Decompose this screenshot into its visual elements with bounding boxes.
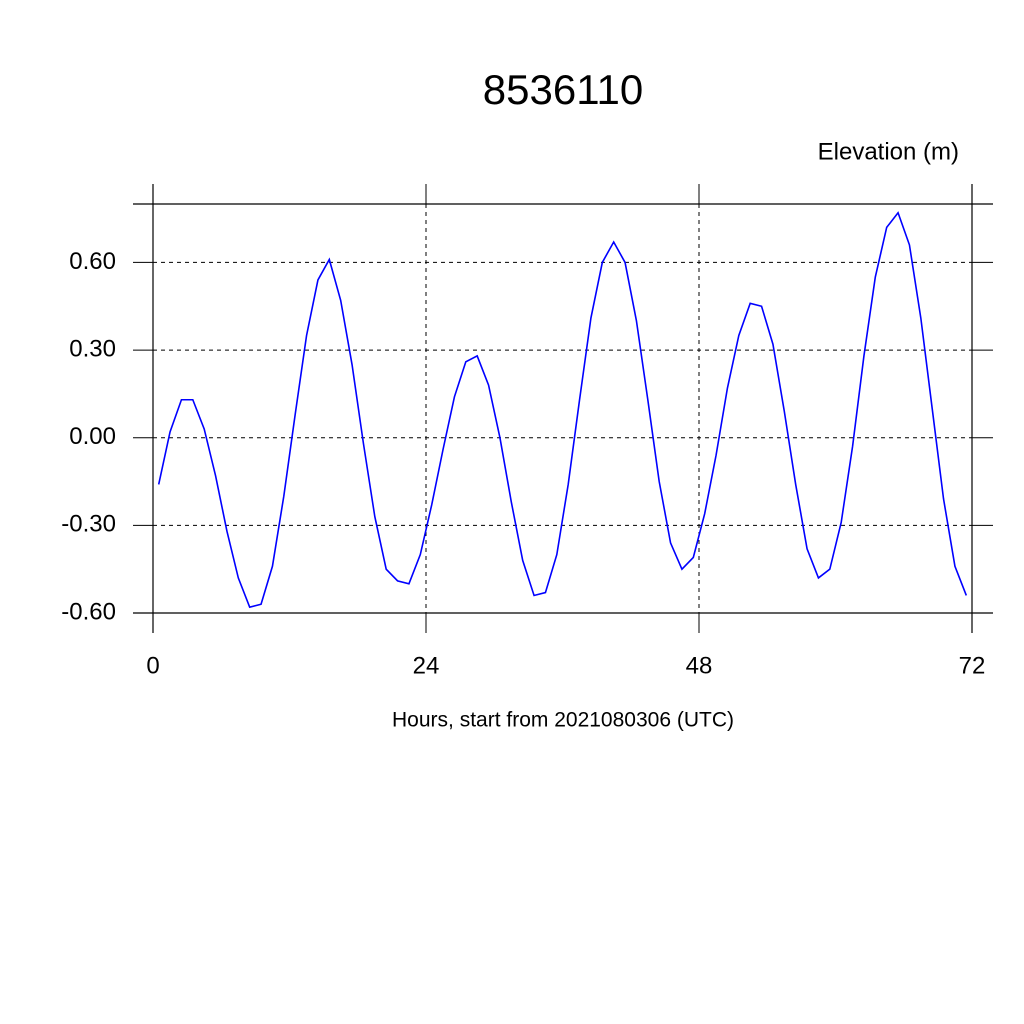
chart-title: 8536110: [483, 66, 643, 113]
y-axis-label: Elevation (m): [818, 138, 959, 165]
x-tick-label: 0: [146, 652, 159, 679]
x-tick-label: 24: [413, 652, 440, 679]
y-tick-label: 0.00: [69, 423, 116, 450]
x-tick-label: 72: [959, 652, 986, 679]
y-tick-label: -0.30: [61, 511, 116, 538]
data-line: [157, 211, 968, 609]
x-axis-label: Hours, start from 2021080306 (UTC): [392, 709, 734, 732]
frame: [133, 184, 993, 633]
y-tick-label: 0.30: [69, 335, 116, 362]
x-tick-label: 48: [686, 652, 713, 679]
y-tick-label: -0.60: [61, 598, 116, 625]
y-tick-label: 0.60: [69, 248, 116, 275]
